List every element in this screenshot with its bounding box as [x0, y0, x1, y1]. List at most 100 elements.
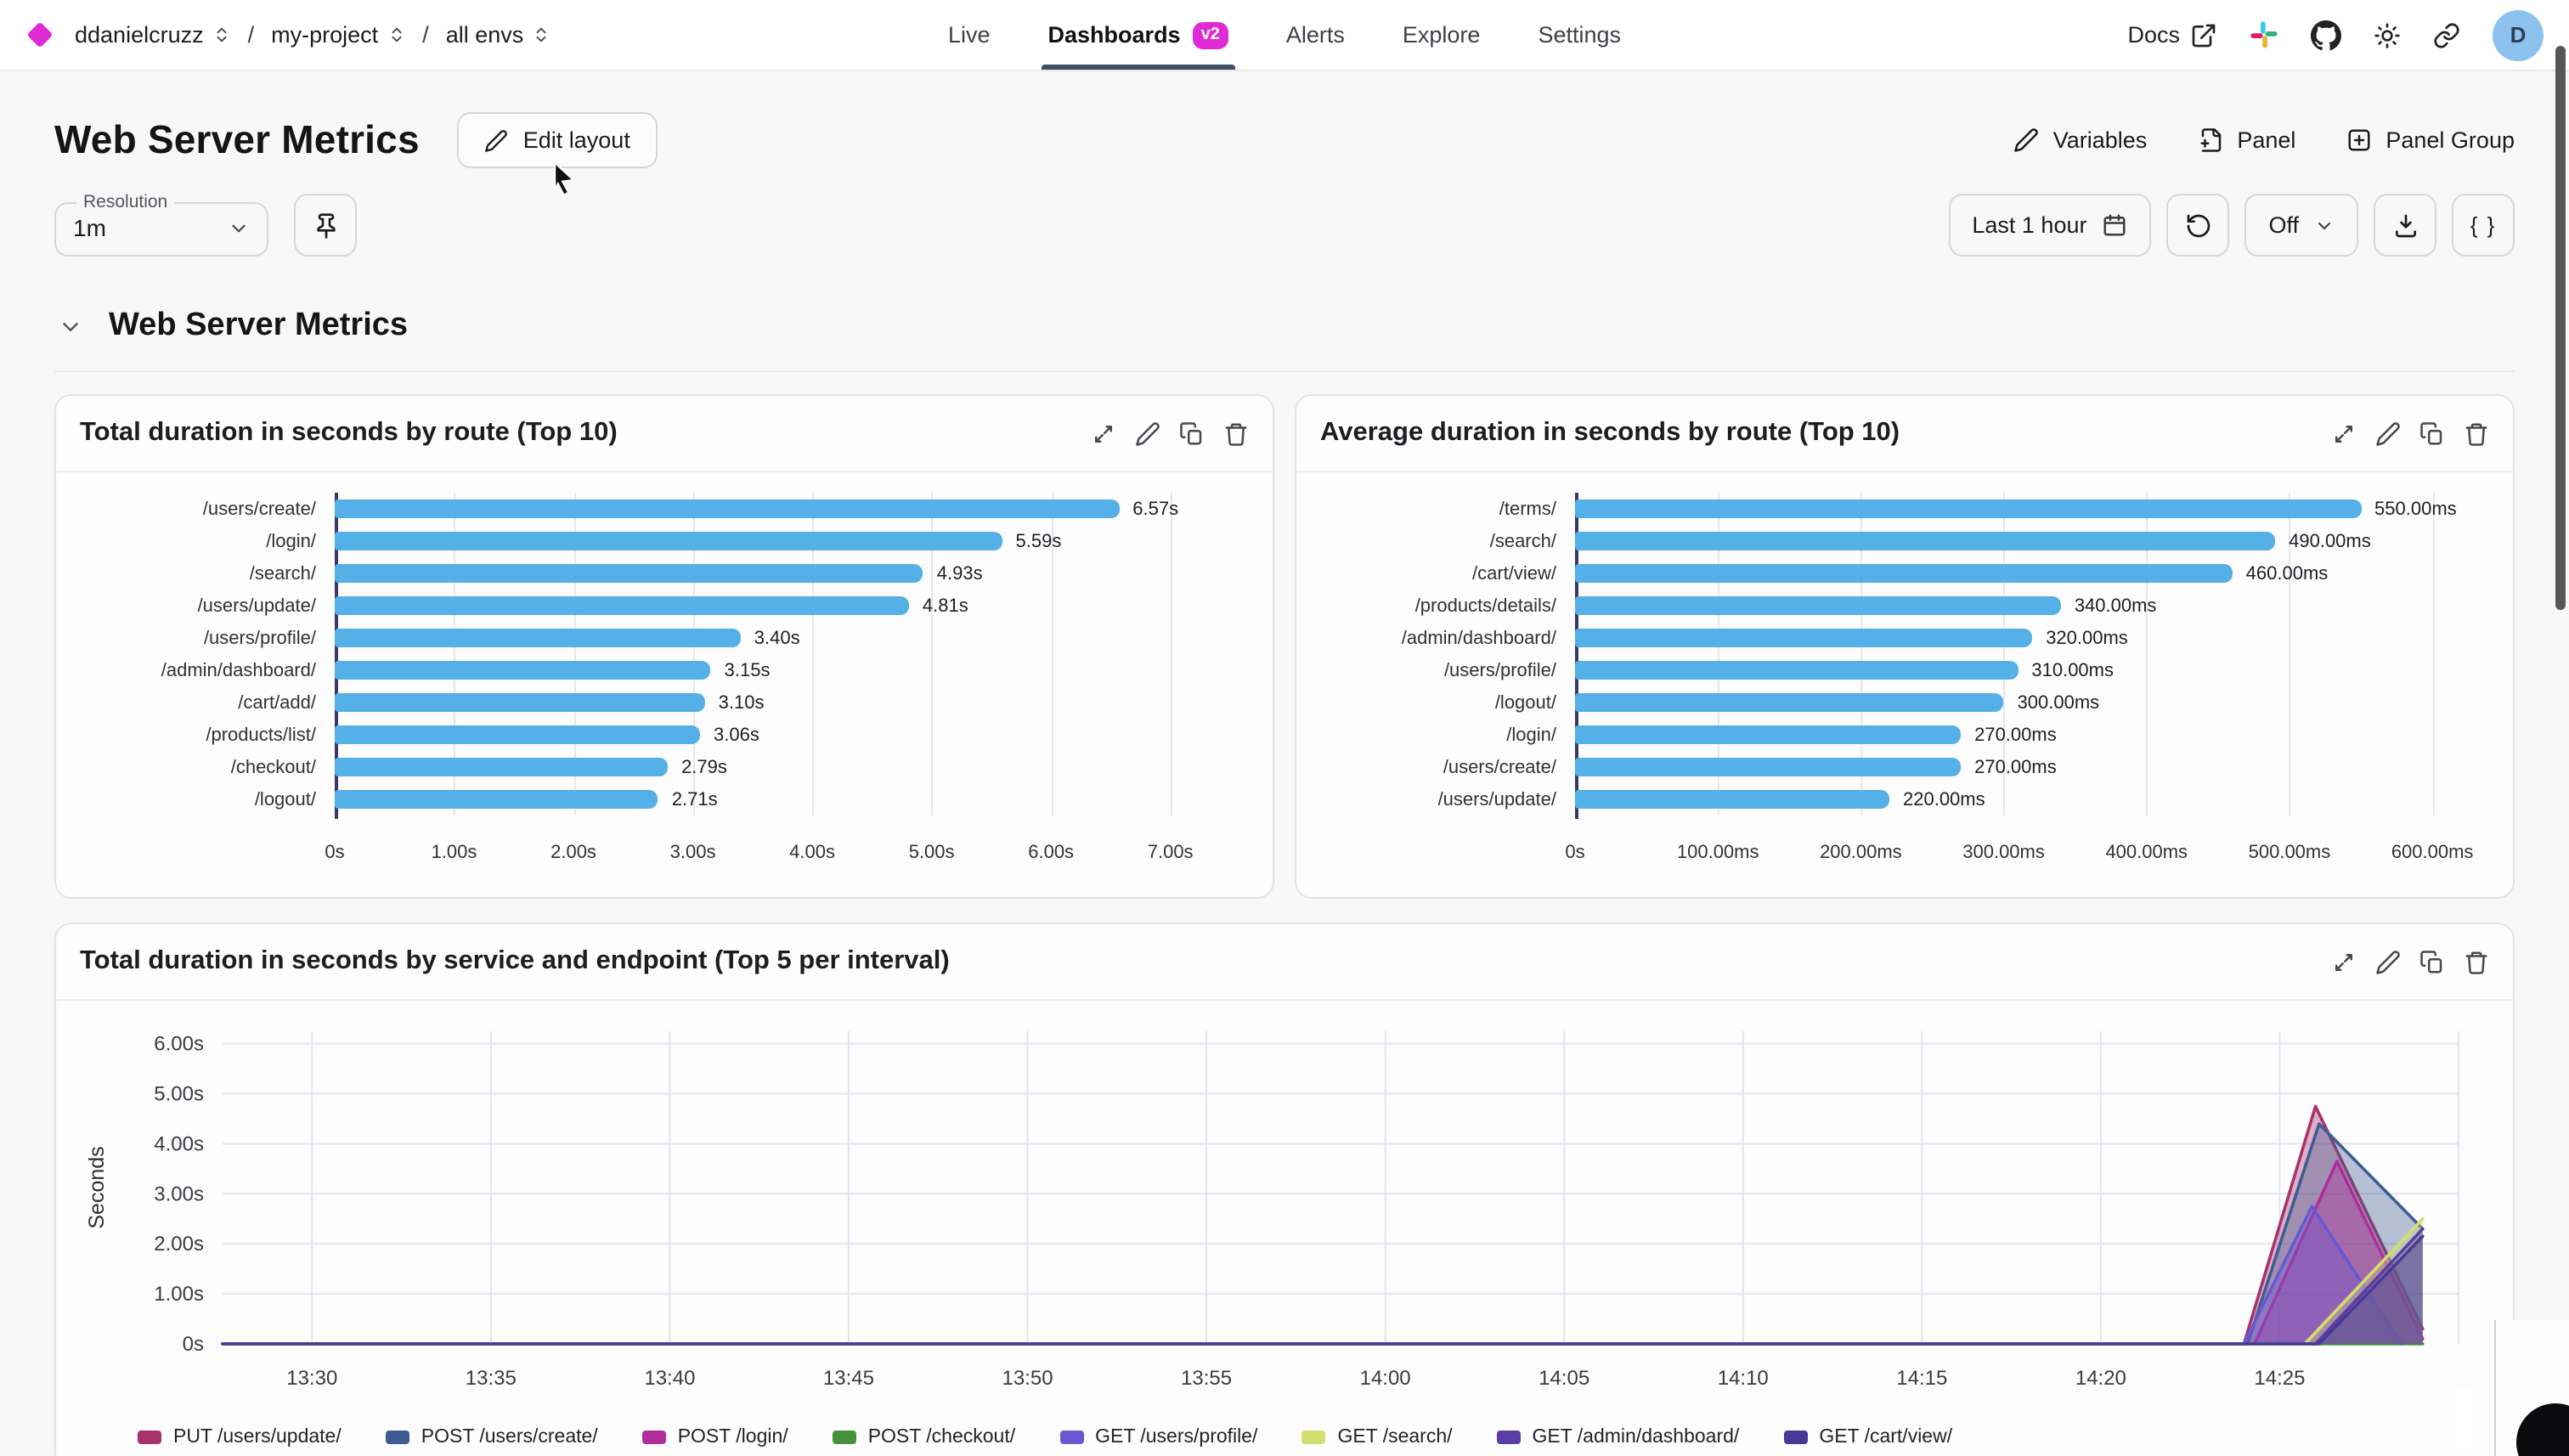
- time-series-plot[interactable]: 0s 1.00s 2.00s 3.00s 4.00s 5.00s 6.00s 13:30 13:…: [80, 1021, 2493, 1415]
- bar[interactable]: [335, 596, 909, 615]
- bar[interactable]: [1575, 596, 2061, 615]
- bar[interactable]: [1575, 532, 2276, 550]
- bar-category-label: /login/: [266, 531, 316, 551]
- expand-icon[interactable]: [2331, 420, 2357, 446]
- edit-panel-icon[interactable]: [2375, 949, 2401, 974]
- download-button[interactable]: [2374, 194, 2436, 257]
- svg-text:3.00s: 3.00s: [154, 1182, 204, 1205]
- github-icon[interactable]: [2311, 20, 2341, 50]
- bar-category-label: /users/update/: [1437, 789, 1556, 810]
- breadcrumb-project-label: my-project: [271, 22, 379, 48]
- panel-header: Average duration in seconds by route (To…: [1296, 396, 2513, 472]
- bar[interactable]: [335, 758, 669, 776]
- tab-settings[interactable]: Settings: [1538, 22, 1621, 48]
- add-panel-button[interactable]: Panel: [2198, 127, 2295, 153]
- delete-icon[interactable]: [2464, 420, 2489, 446]
- breadcrumb-org-label: ddanielcruzz: [75, 22, 204, 48]
- panel-actions: [2331, 949, 2489, 974]
- add-panel-group-button[interactable]: Panel Group: [2346, 127, 2515, 153]
- legend-item[interactable]: GET /search/: [1301, 1427, 1453, 1448]
- legend-item[interactable]: POST /checkout/: [832, 1427, 1015, 1448]
- share-link-icon[interactable]: [2433, 21, 2460, 48]
- edit-panel-icon[interactable]: [2375, 420, 2401, 446]
- bar-category-label: /users/profile/: [1443, 660, 1556, 680]
- docs-link[interactable]: Docs: [2127, 21, 2217, 48]
- refresh-button[interactable]: [2166, 194, 2230, 257]
- breadcrumb-env[interactable]: all envs: [446, 22, 551, 48]
- chart-gridlines: [1575, 493, 2482, 819]
- bar-row: /cart/view/460.00ms: [1320, 557, 2489, 590]
- expand-icon[interactable]: [1091, 420, 1116, 446]
- pin-resolution-button[interactable]: [294, 194, 357, 257]
- breadcrumb-separator: /: [422, 22, 429, 48]
- bar[interactable]: [335, 499, 1120, 518]
- bar-value-label: 2.79s: [681, 757, 727, 777]
- edit-layout-button[interactable]: Edit layout: [456, 112, 658, 168]
- tab-alerts[interactable]: Alerts: [1285, 22, 1345, 48]
- x-axis: 0s 100.00ms 200.00ms 300.00ms 400.00ms 500.00…: [1565, 832, 2482, 877]
- delete-icon[interactable]: [1223, 420, 1249, 446]
- time-range-button[interactable]: Last 1 hour: [1948, 194, 2152, 257]
- x-axis-tick: 400.00ms: [2105, 843, 2188, 863]
- bar[interactable]: [1575, 725, 1962, 744]
- bar[interactable]: [335, 790, 658, 809]
- scrollbar-thumb[interactable]: [2555, 46, 2566, 610]
- bar[interactable]: [1575, 629, 2033, 647]
- duplicate-icon[interactable]: [2419, 420, 2445, 446]
- bar[interactable]: [1575, 790, 1889, 809]
- bar-track: 3.10s: [335, 686, 1242, 719]
- x-axis-tick: 5.00s: [908, 843, 955, 863]
- chevron-down-icon: [63, 322, 78, 330]
- bar-row: /products/details/340.00ms: [1320, 590, 2489, 622]
- x-axis-tick: 4.00s: [789, 843, 836, 863]
- legend-item[interactable]: PUT /users/update/: [138, 1427, 342, 1448]
- slack-icon[interactable]: [2250, 20, 2278, 49]
- breadcrumb-project[interactable]: my-project: [271, 22, 405, 48]
- edit-panel-icon[interactable]: [1135, 420, 1160, 446]
- bar[interactable]: [335, 693, 705, 712]
- resolution-select[interactable]: Resolution 1m: [54, 192, 268, 257]
- auto-refresh-select[interactable]: Off: [2244, 194, 2358, 257]
- brand-logo-icon[interactable]: [26, 21, 54, 48]
- legend-item[interactable]: POST /users/create/: [385, 1427, 598, 1448]
- bar-track: 4.81s: [335, 590, 1242, 622]
- legend-item[interactable]: GET /admin/dashboard/: [1496, 1427, 1739, 1448]
- tab-live[interactable]: Live: [948, 22, 991, 48]
- bar[interactable]: [1575, 758, 1962, 776]
- legend-item[interactable]: GET /users/profile/: [1059, 1427, 1257, 1448]
- bar-category-label: /products/details/: [1414, 595, 1556, 616]
- bar-category-label: /admin/dashboard/: [1401, 628, 1556, 648]
- gridline: [2003, 493, 2006, 815]
- bar[interactable]: [1575, 564, 2233, 583]
- tab-explore[interactable]: Explore: [1402, 22, 1481, 48]
- bar[interactable]: [335, 661, 711, 680]
- user-avatar[interactable]: D: [2493, 9, 2544, 60]
- bar[interactable]: [1575, 693, 2004, 712]
- bar-chart-average-duration: /terms/550.00ms/search/490.00ms/cart/vie…: [1320, 493, 2489, 877]
- json-braces-button[interactable]: { }: [2452, 194, 2515, 257]
- duplicate-icon[interactable]: [2419, 949, 2445, 974]
- gridline: [573, 493, 576, 815]
- bar[interactable]: [1575, 661, 2019, 680]
- panel-total-duration-by-route: Total duration in seconds by route (Top …: [54, 394, 1274, 899]
- breadcrumb-env-label: all envs: [445, 22, 524, 48]
- bar[interactable]: [335, 725, 700, 744]
- legend-label: GET /cart/view/: [1819, 1427, 1953, 1448]
- bar-track: 320.00ms: [1575, 622, 2482, 654]
- expand-icon[interactable]: [2331, 949, 2357, 974]
- bar-category-label: /checkout/: [230, 757, 316, 777]
- delete-icon[interactable]: [2464, 949, 2489, 974]
- breadcrumb-org[interactable]: ddanielcruzz: [75, 22, 231, 48]
- bar[interactable]: [335, 564, 923, 583]
- theme-sun-icon[interactable]: [2374, 21, 2401, 48]
- variables-button[interactable]: Variables: [2014, 127, 2147, 153]
- panel-header: Total duration in seconds by route (Top …: [56, 396, 1273, 472]
- legend-item[interactable]: GET /cart/view/: [1783, 1427, 1952, 1448]
- tab-dashboards[interactable]: Dashboards v2: [1041, 0, 1236, 70]
- duplicate-icon[interactable]: [1179, 420, 1205, 446]
- bar[interactable]: [335, 629, 741, 647]
- legend-item[interactable]: POST /login/: [641, 1427, 788, 1448]
- bar[interactable]: [1575, 499, 2362, 518]
- panel-group-header[interactable]: Web Server Metrics: [54, 304, 2515, 372]
- bar[interactable]: [335, 532, 1002, 550]
